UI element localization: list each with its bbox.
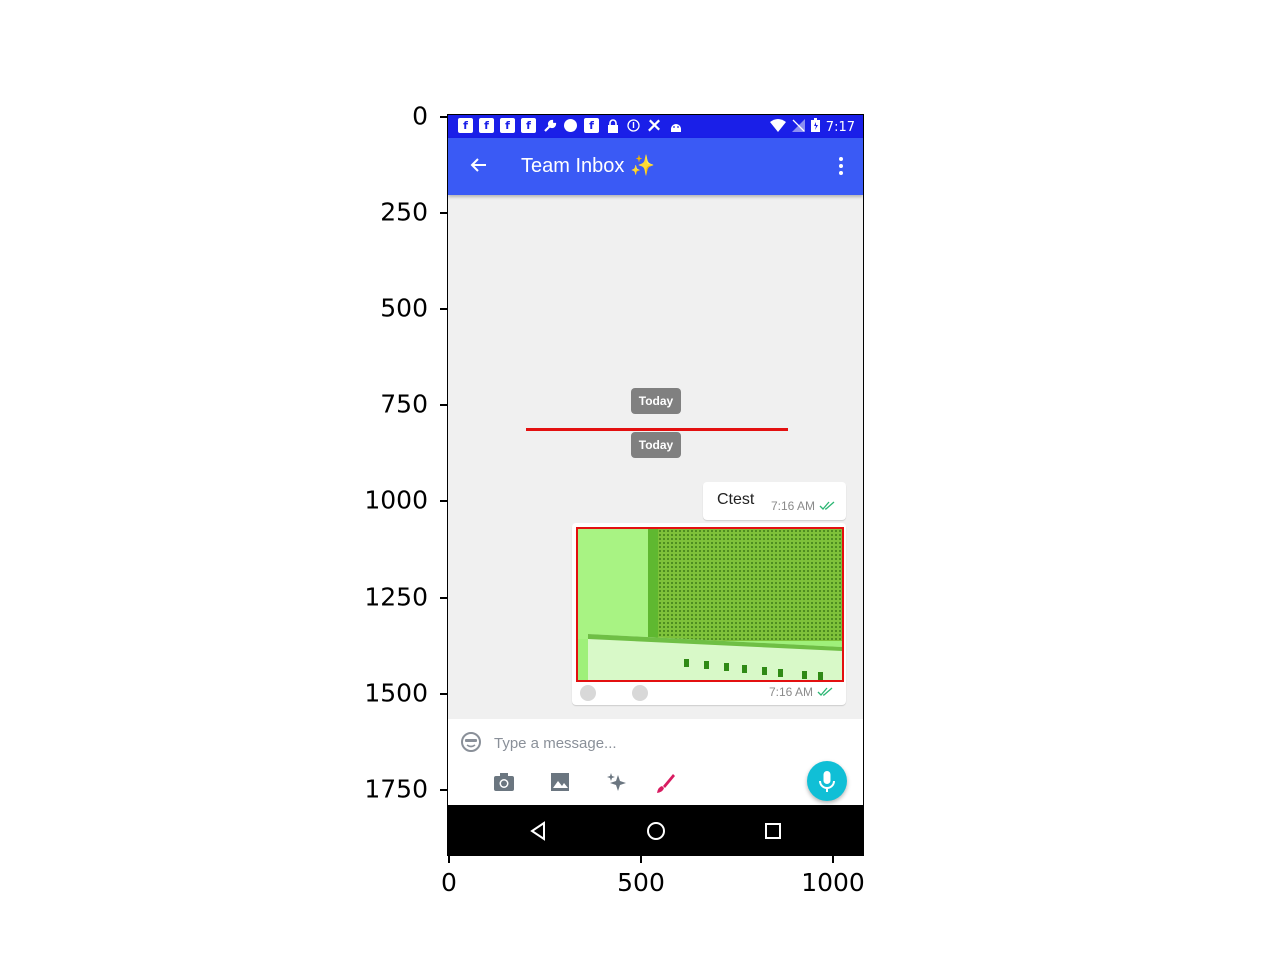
wrench-icon xyxy=(542,118,557,133)
circle-home-icon xyxy=(647,822,665,840)
y-tick-label: 750 xyxy=(380,389,428,419)
share-icon[interactable] xyxy=(632,685,648,701)
x-tick-label: 0 xyxy=(441,868,457,897)
battery-icon xyxy=(810,118,820,136)
page-title: Team Inbox ✨ xyxy=(521,155,655,177)
brush-icon xyxy=(657,774,675,793)
x-tick-label: 500 xyxy=(617,868,665,897)
x-tick-label: 1000 xyxy=(801,868,865,897)
y-tick xyxy=(440,789,448,791)
date-chip: Today xyxy=(631,388,681,414)
y-tick xyxy=(440,404,448,406)
arrow-left-icon xyxy=(470,158,486,172)
x-tick xyxy=(832,855,834,863)
message-meta: 7:16 AM xyxy=(771,499,835,513)
info-icon xyxy=(626,118,641,133)
emoji-button[interactable] xyxy=(460,731,482,753)
y-tick-label: 250 xyxy=(380,197,428,227)
message-text: Ctest xyxy=(717,491,755,508)
chat-bubble-icon xyxy=(563,118,578,133)
y-tick-label: 0 xyxy=(412,101,428,131)
facebook-icon: f xyxy=(458,118,473,133)
message-bubble-image[interactable]: 7:16 AM xyxy=(572,523,846,705)
wifi-icon xyxy=(769,118,786,136)
y-tick xyxy=(440,212,448,214)
status-time: 7:17 xyxy=(825,119,855,135)
more-options-button[interactable] xyxy=(833,152,849,180)
date-chip: Today xyxy=(631,432,681,458)
y-tick xyxy=(440,116,448,118)
camera-icon xyxy=(494,773,514,791)
status-bar: f f f f f xyxy=(448,115,863,138)
x-tick xyxy=(640,855,642,863)
y-tick-label: 500 xyxy=(380,293,428,323)
nav-recents-button[interactable] xyxy=(761,819,785,843)
y-tick xyxy=(440,500,448,502)
y-tick xyxy=(440,308,448,310)
facebook-icon: f xyxy=(584,118,599,133)
more-vert-icon xyxy=(839,157,843,161)
nav-back-button[interactable] xyxy=(527,819,551,843)
phone-screen: f f f f f xyxy=(447,114,864,856)
double-check-icon xyxy=(819,501,835,510)
forward-icon[interactable] xyxy=(580,685,596,701)
facebook-icon: f xyxy=(479,118,494,133)
mic-icon xyxy=(819,771,835,792)
photo-thumbnail xyxy=(578,529,842,680)
annotation-line xyxy=(526,428,788,431)
notification-icons: f f f f f xyxy=(458,118,683,133)
camera-button[interactable] xyxy=(492,771,518,795)
app-toolbar: Team Inbox ✨ xyxy=(448,138,863,195)
double-check-icon xyxy=(817,687,833,696)
emoji-icon xyxy=(461,732,481,752)
lock-icon xyxy=(605,118,620,133)
y-tick-label: 1750 xyxy=(364,774,428,804)
y-tick xyxy=(440,693,448,695)
message-time: 7:16 AM xyxy=(771,499,816,513)
nav-home-button[interactable] xyxy=(644,819,668,843)
facebook-icon: f xyxy=(500,118,515,133)
sparkle-icon xyxy=(607,773,626,791)
y-tick-label: 1500 xyxy=(364,678,428,708)
tools-icon xyxy=(647,118,662,133)
facebook-icon: f xyxy=(521,118,536,133)
gallery-button[interactable] xyxy=(549,771,575,795)
system-nav-bar xyxy=(448,805,863,855)
magic-button[interactable] xyxy=(605,771,631,795)
back-button[interactable] xyxy=(466,152,492,178)
triangle-back-icon xyxy=(530,821,545,841)
message-time: 7:16 AM xyxy=(769,685,814,699)
x-tick xyxy=(448,855,450,863)
brush-button[interactable] xyxy=(654,771,680,795)
no-signal-icon xyxy=(791,118,805,136)
android-icon xyxy=(668,118,683,133)
y-tick-label: 1250 xyxy=(364,582,428,612)
y-tick xyxy=(440,597,448,599)
image-icon xyxy=(551,773,569,791)
message-composer xyxy=(448,719,863,805)
message-meta: 7:16 AM xyxy=(769,685,833,699)
mic-button[interactable] xyxy=(807,761,847,801)
y-tick-label: 1000 xyxy=(364,485,428,515)
message-bubble-text[interactable]: Ctest 7:16 AM xyxy=(703,482,846,520)
message-input[interactable] xyxy=(492,729,796,757)
system-icons: 7:17 xyxy=(769,118,855,136)
image-attachment[interactable] xyxy=(576,527,844,682)
square-recents-icon xyxy=(765,823,781,839)
